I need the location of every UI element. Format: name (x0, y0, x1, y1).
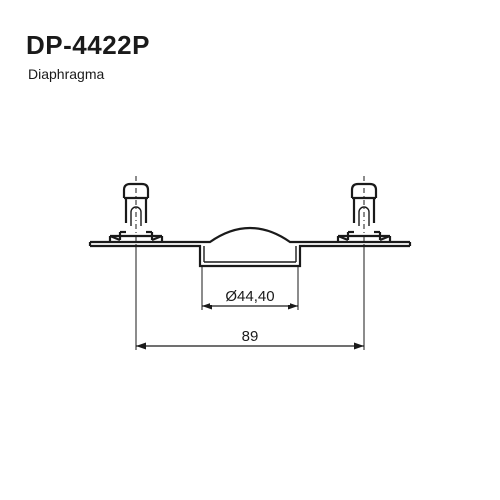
dimension-label-inner: Ø44,40 (210, 288, 290, 305)
page-subtitle: Diaphragma (28, 66, 104, 82)
page-title: DP-4422P (26, 30, 150, 61)
dimension-label-outer: 89 (210, 328, 290, 345)
